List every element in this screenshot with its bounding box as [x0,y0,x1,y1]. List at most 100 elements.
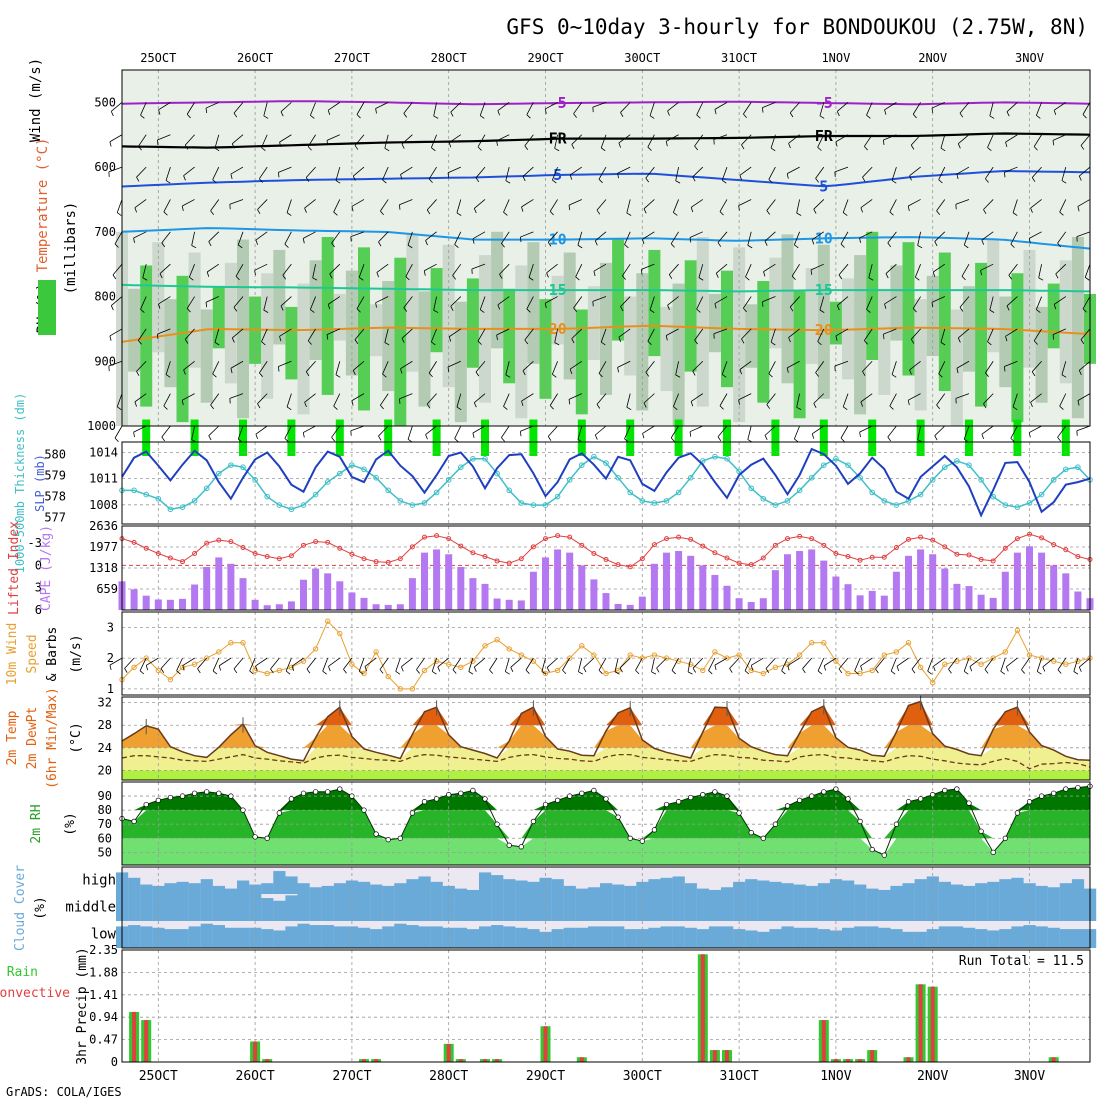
rh-shading-column [1059,260,1072,384]
wind-barb-flag [255,239,258,245]
wind-speed-marker [736,652,742,658]
wind-barb [233,657,244,670]
rh-shading-column [297,283,310,415]
isotherm-label: 10 [549,231,567,249]
panel-axis-label: Lifted Index [7,521,22,615]
wind-barb-flag [142,277,148,281]
wind-barb-flag [692,176,696,182]
wind-barb-flag [788,337,791,343]
wind-barb [789,296,800,308]
cloud-bar [140,884,153,894]
cloud-bar [442,927,455,948]
wind-barb-flag [1055,273,1059,279]
wind-barb-flag [263,309,269,313]
cloud-bar [587,894,601,921]
cloud-bar [309,925,322,948]
cloud-bar [769,894,782,921]
wind-barb [327,296,341,305]
lifted-index-marker [906,536,911,542]
thickness-marker [506,487,513,494]
cloud-bar [261,898,274,921]
thickness-marker [881,498,888,504]
wind-barb-flag [692,370,696,376]
cloud-bar [684,883,697,894]
panel-axis-label: Convective [0,986,70,1001]
wind-barb-flag [896,666,900,671]
wind-barb [475,361,486,373]
wind-barb-flag [279,336,282,342]
wind-barb [959,296,970,308]
cloud-bar [842,880,855,894]
wind-barb-flag [983,209,987,215]
wind-barb-flag [161,242,166,248]
wind-barb [232,328,244,339]
wind-barb [787,360,800,369]
wind-barb [694,134,704,147]
cloud-bar [672,876,685,894]
wind-barb-flag [708,670,713,675]
wind-barb [109,134,123,143]
rh-shading-column [950,309,963,426]
wind-tick-label: 3 [107,620,114,634]
wind-barb-flag [145,665,149,671]
rh-shading-column [1023,249,1036,368]
wind-barb [333,393,341,407]
lifted-index-marker [978,556,984,562]
wind-barb [670,425,679,439]
wind-barb [1006,102,1018,113]
wind-barb [940,134,946,149]
wind-barb-flag [547,436,552,441]
wind-barb [835,328,849,337]
cape-bar [1001,571,1009,610]
cloud-bar [527,929,540,948]
wind-barb [713,328,728,335]
cloud-bar [466,929,480,948]
wind-barb-flag [864,340,868,345]
wind-barb [134,199,147,209]
cloud-bar [309,894,322,921]
cloud-bar [587,926,601,948]
cape-bar [408,578,416,610]
cloud-bar [938,926,951,948]
cloud-bar [297,923,310,948]
wind-barb [124,657,135,669]
wind-barb [191,425,195,440]
wind-barb-flag [307,340,312,345]
wind-barb [763,263,776,272]
rh-marker [966,800,972,806]
wind-barb-flag [859,237,861,243]
cloud-bar [600,883,613,894]
wind-barb [278,166,292,173]
wind-barb [112,263,123,276]
wind-barb [416,657,425,670]
cloud-bar [454,888,467,894]
date-tick-label: 26OCT [237,51,273,65]
thickness-marker [675,489,682,496]
rh-marker [143,801,149,808]
panel-frame [121,69,1091,427]
wind-barb [501,231,510,244]
cloud-bar [273,871,286,894]
precip-convective-bar [833,1059,838,1062]
wind-barb [138,134,147,147]
wind-barb-flag [110,111,114,117]
wind-barb-flag [425,240,428,246]
wind-speed-marker [1026,652,1033,658]
wind-barb-flag [671,670,676,675]
wind-barb [210,199,220,212]
wind-barb-flag [963,244,969,249]
wind-barb [889,199,897,213]
wind-barb [229,199,244,205]
wind-barb [474,393,486,403]
cloud-bar [805,885,818,894]
date-tick-label: 1NOV [820,1069,851,1084]
wind-barb-flag [738,205,740,211]
precip-convective-bar [846,1059,850,1062]
wind-speed-marker [385,673,391,680]
cloud-bar [793,894,806,921]
thickness-marker [203,485,210,492]
cape-tick-label: 2636 [89,519,118,533]
wind-barb [210,393,220,406]
wind-barb [286,393,292,408]
cloud-bar [370,929,383,948]
